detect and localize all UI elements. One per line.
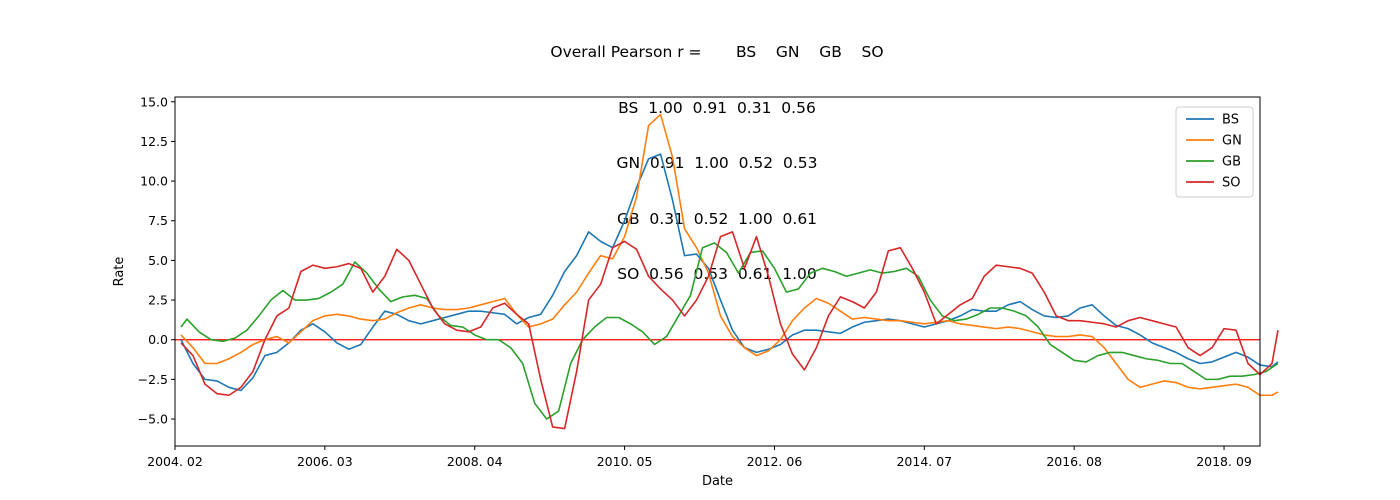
legend-label-so: SO [1222,176,1240,191]
title-line: GN 0.91 1.00 0.52 0.53 [616,154,818,172]
x-tick-label: 2012. 06 [747,454,803,469]
legend-label-gn: GN [1222,134,1242,149]
title-line: BS 1.00 0.91 0.31 0.56 [618,98,816,117]
y-axis-label: Rate [112,257,127,287]
y-tick-label: −5.0 [138,412,168,427]
axes: 2004. 02 2006. 03 2008. 04 2010. 05 2012. 06… [138,94,1261,469]
plot-frame [174,96,1261,447]
x-tick-label: 2010. 05 [597,454,653,469]
legend-label-bs: BS [1222,113,1239,128]
y-tick-label: 5.0 [148,253,168,268]
y-tick-label: 0.0 [148,332,168,347]
y-tick-label: 7.5 [148,213,168,228]
x-tick-label: 2006. 03 [297,454,353,469]
title-line: GB 0.31 0.52 1.00 0.61 [616,209,818,228]
x-tick-label: 2016. 08 [1046,454,1102,469]
y-tick-label: 15.0 [140,94,168,109]
series-line-gn [180,113,1279,397]
legend-label-gb: GB [1222,155,1241,170]
legend: BS GN GB SO [1175,106,1254,198]
x-axis-label: Date [702,474,733,489]
title-line: Overall Pearson r = BS GN GB SO [550,43,884,61]
y-tick-label: 10.0 [140,174,168,189]
legend-box [1175,106,1254,198]
x-tick-label: 2004. 02 [147,454,203,469]
x-tick-label: 2014. 07 [896,454,952,469]
series-line-so [180,231,1279,430]
x-tick-label: 2008. 04 [447,454,503,469]
y-tick-label: −2.5 [138,372,168,387]
x-tick-label: 2018. 09 [1196,454,1252,469]
plot-area [175,113,1279,430]
y-tick-label: 12.5 [140,134,168,149]
y-tick-label: 2.5 [148,293,168,308]
series-line-bs [180,153,1279,392]
series-line-gb [180,242,1279,420]
title-line: SO 0.56 0.53 0.61 1.00 [617,265,817,283]
chart-title: Overall Pearson r = BS GN GB SO BS 1.00 … [0,6,1400,321]
